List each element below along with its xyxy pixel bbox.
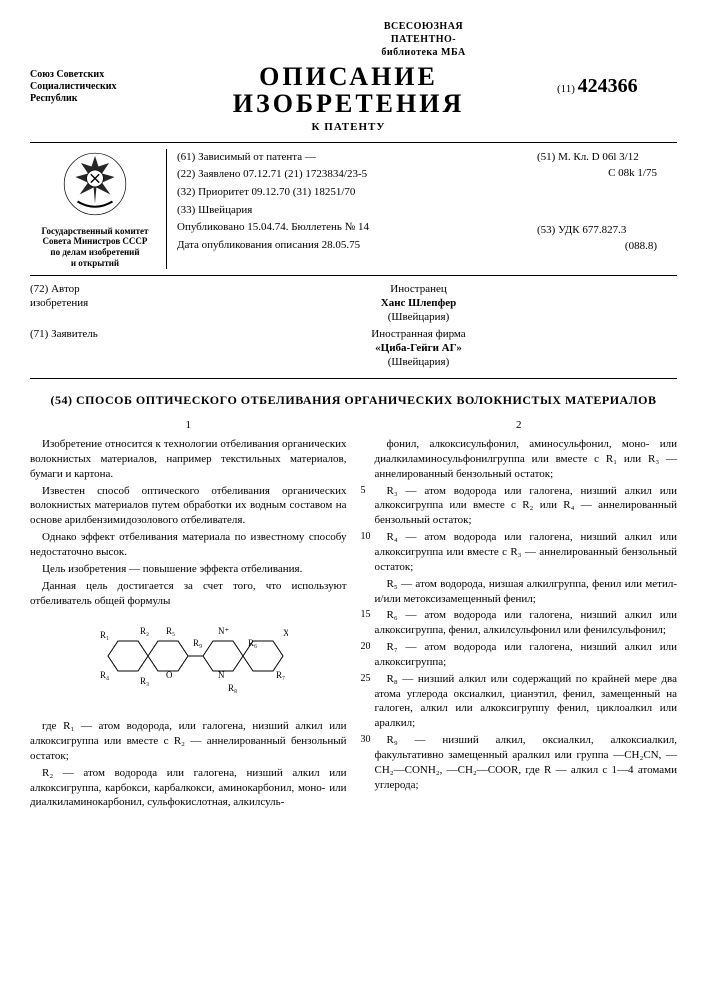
header: Союз Советских Социалистических Республи…: [30, 63, 677, 143]
issuer: Союз Советских Социалистических Республи…: [30, 63, 140, 105]
ln30: 30: [361, 733, 375, 794]
title-line1: ОПИСАНИЕ: [140, 63, 557, 90]
svg-text:X⁻: X⁻: [283, 628, 288, 638]
c1-p1: Изобретение относится к технологии отбел…: [30, 437, 347, 482]
num-prefix: (11): [557, 83, 575, 95]
column-1: 1 Изобретение относится к технологии отб…: [30, 418, 347, 812]
c1-p6: где R₁ — атом водорода, или галогена, ни…: [30, 719, 347, 764]
author-value: Иностранец Ханс Шлепфер (Швейцария): [160, 282, 677, 325]
ln10: 10: [361, 530, 375, 577]
svg-text:O: O: [166, 670, 173, 680]
ussr-emblem-icon: [60, 149, 130, 219]
svg-text:R₇: R₇: [276, 670, 285, 680]
meta-r2: C 08k 1/75: [537, 165, 677, 182]
classification: (51) М. Кл. D 06l 3/12 C 08k 1/75 (53) У…: [531, 149, 677, 269]
stamp-l1: ВСЕСОЮЗНАЯ: [170, 20, 677, 33]
metadata-block: Государственный комитет Совета Министров…: [30, 143, 677, 276]
c1-p3: Однако эффект отбеливания материала по и…: [30, 530, 347, 560]
meta-l4: (33) Швейцария: [177, 202, 521, 220]
c1-p5: Данная цель достигается за счет того, чт…: [30, 579, 347, 609]
ln15: 15: [361, 608, 375, 640]
formula-svg: R₁ R₂ R₄ R₃ R₅ R₉ N⁺ N R₆ R₇ R₈ X⁻ O: [88, 616, 288, 706]
c2-p5: R₆ — атом водорода или галогена, низший …: [375, 608, 678, 638]
svg-text:R₁: R₁: [100, 630, 109, 640]
meta-r1: (51) М. Кл. D 06l 3/12: [537, 149, 677, 166]
c1-p4: Цель изобретения — повышение эффекта отб…: [30, 562, 347, 577]
meta-l5: Опубликовано 15.04.74. Бюллетень № 14: [177, 219, 521, 237]
ln25: 25: [361, 672, 375, 733]
meta-r3: (53) УДК 677.827.3: [537, 222, 677, 239]
c2-p2: R₃ — атом водорода или галогена, низший …: [375, 484, 678, 529]
stamp-l2: ПАТЕНТНО-: [170, 33, 677, 46]
col1-num: 1: [30, 418, 347, 433]
applicant-2b: «Циба-Гейги АГ»: [160, 341, 677, 355]
svg-text:N: N: [218, 670, 225, 680]
svg-text:R₈: R₈: [228, 683, 237, 693]
svg-text:R₂: R₂: [140, 626, 149, 636]
applicant-2a: Иностранная фирма: [160, 327, 677, 341]
c1-p2: Известен способ оптического отбеливания …: [30, 484, 347, 529]
c2-p4: R₅ — атом водорода, низшая алкилгруппа, …: [375, 577, 678, 607]
meta-l1: (61) Зависимый от патента —: [177, 149, 521, 167]
author-block: (72) Автор изобретения Иностранец Ханс Ш…: [30, 276, 677, 379]
invention-title: (54) СПОСОБ ОПТИЧЕСКОГО ОТБЕЛИВАНИЯ ОРГА…: [30, 393, 677, 409]
svg-text:R₅: R₅: [166, 626, 175, 636]
applicant-2c: (Швейцария): [160, 355, 677, 369]
emblem-cell: Государственный комитет Совета Министров…: [30, 149, 167, 269]
title-line2: ИЗОБРЕТЕНИЯ: [140, 90, 557, 117]
meta-r4: (088.8): [537, 238, 677, 255]
stamp-l3: библиотека МБА: [170, 46, 677, 59]
author-label: (72) Автор изобретения: [30, 282, 160, 325]
meta-l6: Дата опубликования описания 28.05.75: [177, 237, 521, 255]
doc-number: 424366: [578, 75, 638, 97]
author-1a: Иностранец: [160, 282, 677, 296]
doc-number-block: (11) 424366: [557, 63, 677, 99]
c2-p3: R₄ — атом водорода или галогена, низший …: [375, 530, 678, 575]
library-stamp: ВСЕСОЮЗНАЯ ПАТЕНТНО- библиотека МБА: [170, 20, 677, 59]
svg-text:R₄: R₄: [100, 670, 109, 680]
committee-name: Государственный комитет Совета Министров…: [30, 226, 160, 269]
filing-data: (61) Зависимый от патента — (22) Заявлен…: [167, 149, 531, 269]
c1-p7: R₂ — атом водорода или галогена, низший …: [30, 766, 347, 811]
title-block: ОПИСАНИЕ ИЗОБРЕТЕНИЯ К ПАТЕНТУ: [140, 63, 557, 134]
applicant-label: (71) Заявитель: [30, 327, 160, 370]
svg-text:R₉: R₉: [193, 638, 202, 648]
chemical-formula: R₁ R₂ R₄ R₃ R₅ R₉ N⁺ N R₆ R₇ R₈ X⁻ O: [30, 616, 347, 711]
svg-text:R₆: R₆: [248, 638, 257, 648]
svg-text:N⁺: N⁺: [218, 626, 229, 636]
applicant-value: Иностранная фирма «Циба-Гейги АГ» (Швейц…: [160, 327, 677, 370]
col2-num: 2: [361, 418, 678, 433]
title-sub: К ПАТЕНТУ: [140, 120, 557, 134]
c2-p7: R₈ — низший алкил или содержащий по край…: [375, 672, 678, 731]
ln20: 20: [361, 640, 375, 672]
author-1c: (Швейцария): [160, 310, 677, 324]
author-1b: Ханс Шлепфер: [160, 296, 677, 310]
c2-p1: фонил, алкоксисульфонил, аминосульфонил,…: [375, 437, 678, 482]
c2-p8: R₉ — низший алкил, оксиалкил, алкоксиалк…: [375, 733, 678, 792]
body-columns: 1 Изобретение относится к технологии отб…: [30, 418, 677, 812]
c2-p6: R₇ — атом водорода или галогена, низший …: [375, 640, 678, 670]
svg-text:R₃: R₃: [140, 676, 149, 686]
meta-l3: (32) Приоритет 09.12.70 (31) 18251/70: [177, 184, 521, 202]
column-2: 2 фонил, алкоксисульфонил, аминосульфони…: [361, 418, 678, 812]
meta-l2: (22) Заявлено 07.12.71 (21) 1723834/23-5: [177, 166, 521, 184]
ln5: 5: [361, 484, 375, 531]
